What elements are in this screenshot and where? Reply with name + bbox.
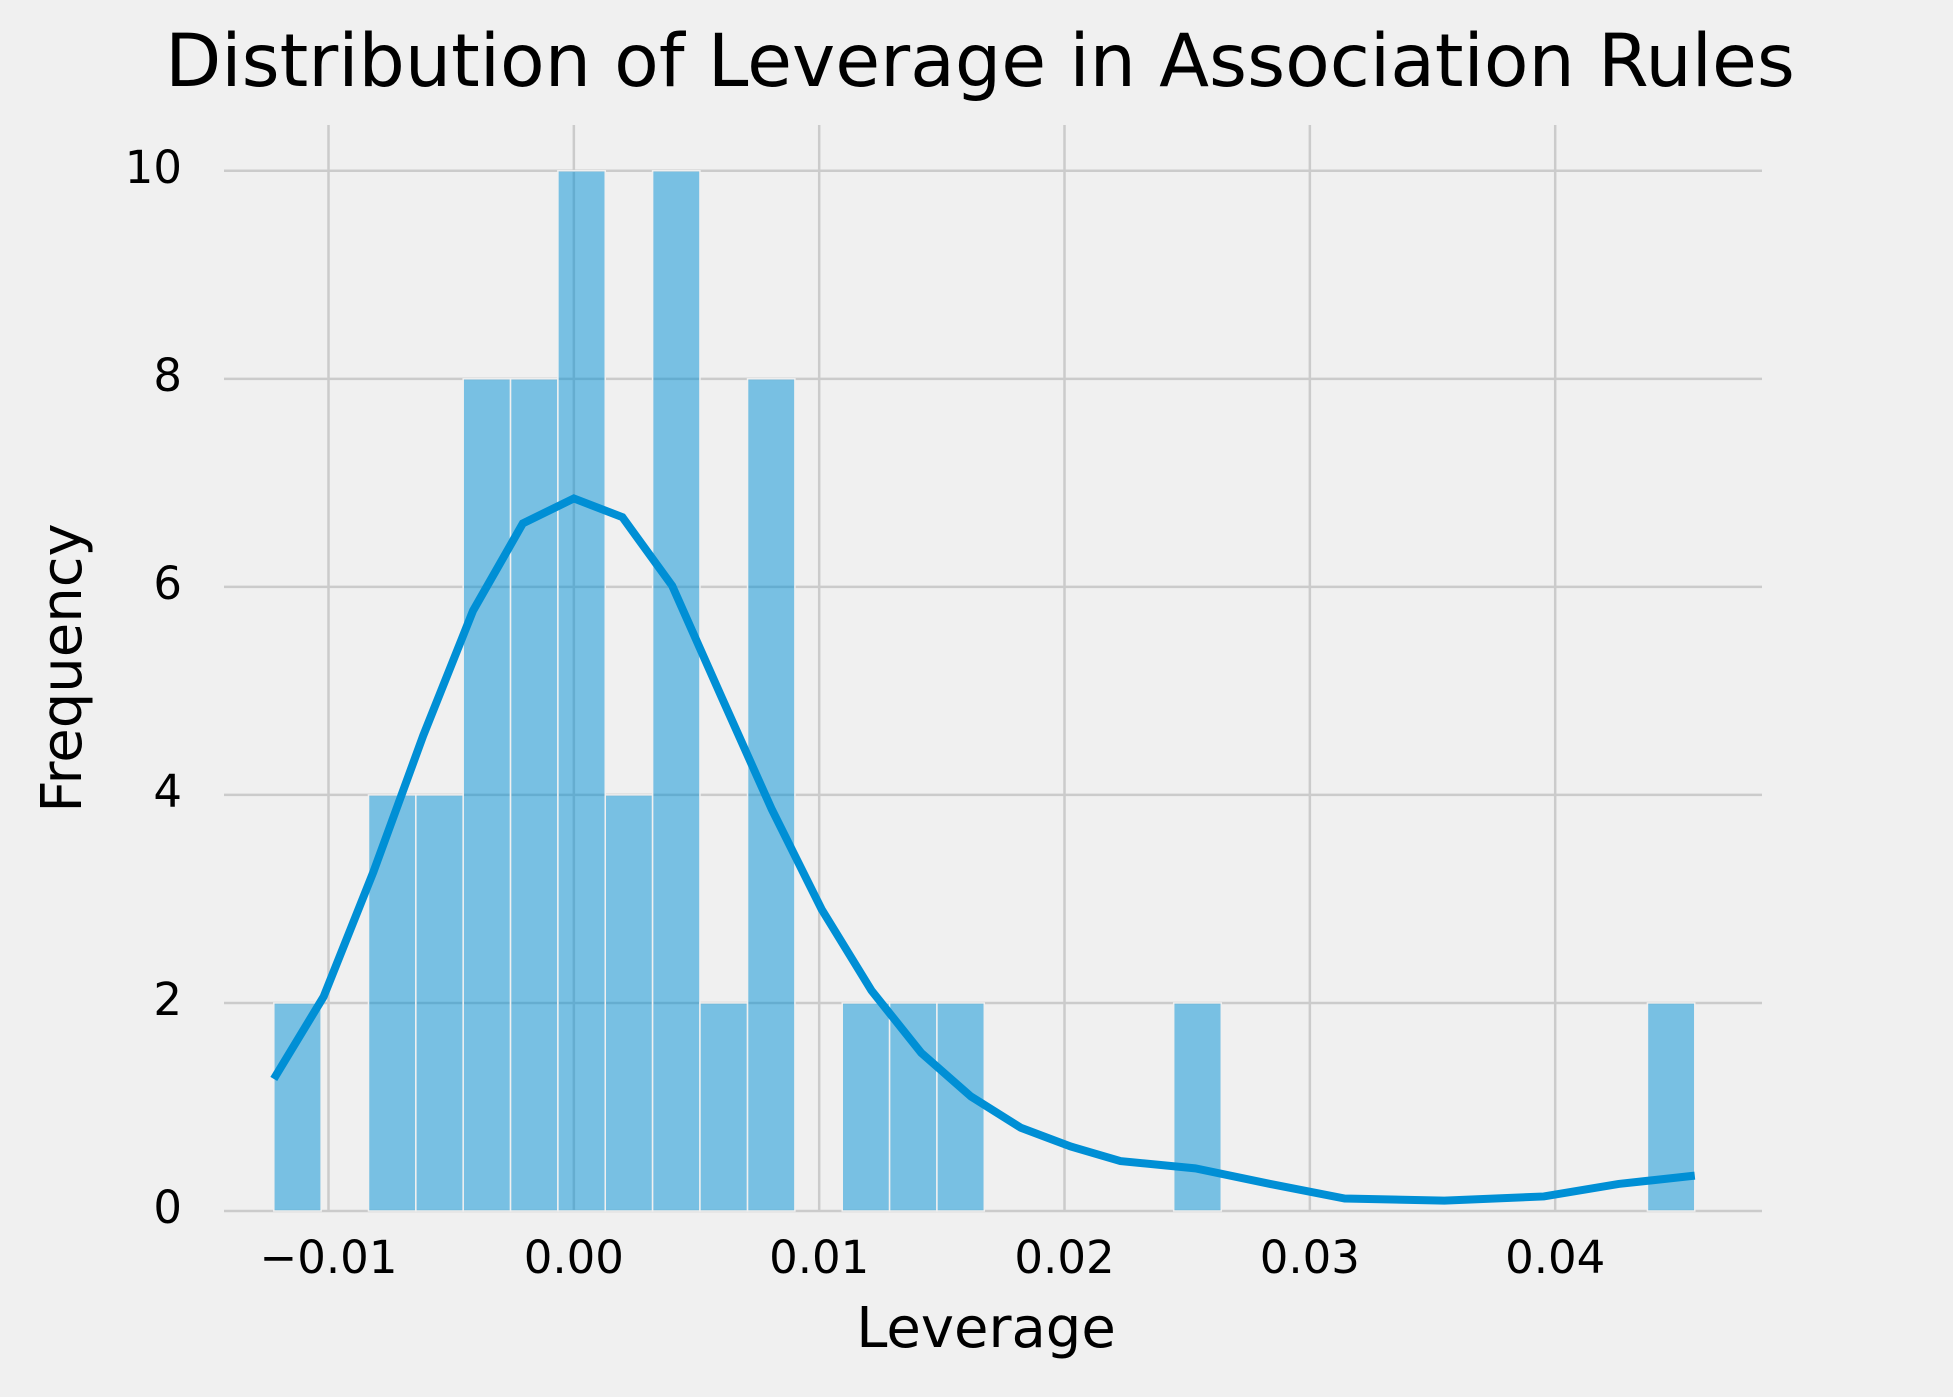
- kde-line: [270, 494, 1696, 1205]
- bar: [462, 378, 512, 1212]
- bar: [888, 1002, 938, 1212]
- x-tick-label: −0.01: [260, 1231, 398, 1284]
- y-axis-label: Frequency: [30, 523, 95, 812]
- x-tick-label: 0.02: [1014, 1231, 1114, 1284]
- bar: [1172, 1002, 1223, 1212]
- y-tick-label: 6: [153, 557, 182, 610]
- x-tick-label: 0.01: [769, 1231, 869, 1284]
- bar: [841, 1002, 891, 1212]
- bar: [746, 378, 796, 1212]
- bar: [651, 170, 701, 1212]
- y-tick-label: 10: [125, 141, 182, 194]
- bar: [509, 378, 559, 1212]
- y-tick-label: 4: [153, 765, 182, 818]
- x-axis-label: Leverage: [856, 1296, 1116, 1361]
- x-tick-label: 0.04: [1505, 1231, 1605, 1284]
- chart-title: Distribution of Leverage in Association …: [165, 19, 1795, 104]
- bar: [557, 170, 606, 1212]
- x-tick-label: 0.03: [1260, 1231, 1360, 1284]
- y-tick-label: 2: [153, 973, 182, 1026]
- bar: [604, 794, 654, 1212]
- bar: [699, 1002, 749, 1212]
- x-tick-label: 0.00: [524, 1231, 624, 1284]
- bar: [415, 794, 464, 1212]
- y-tick-label: 8: [153, 349, 182, 402]
- bar: [936, 1002, 986, 1212]
- y-tick-label: 0: [153, 1181, 182, 1234]
